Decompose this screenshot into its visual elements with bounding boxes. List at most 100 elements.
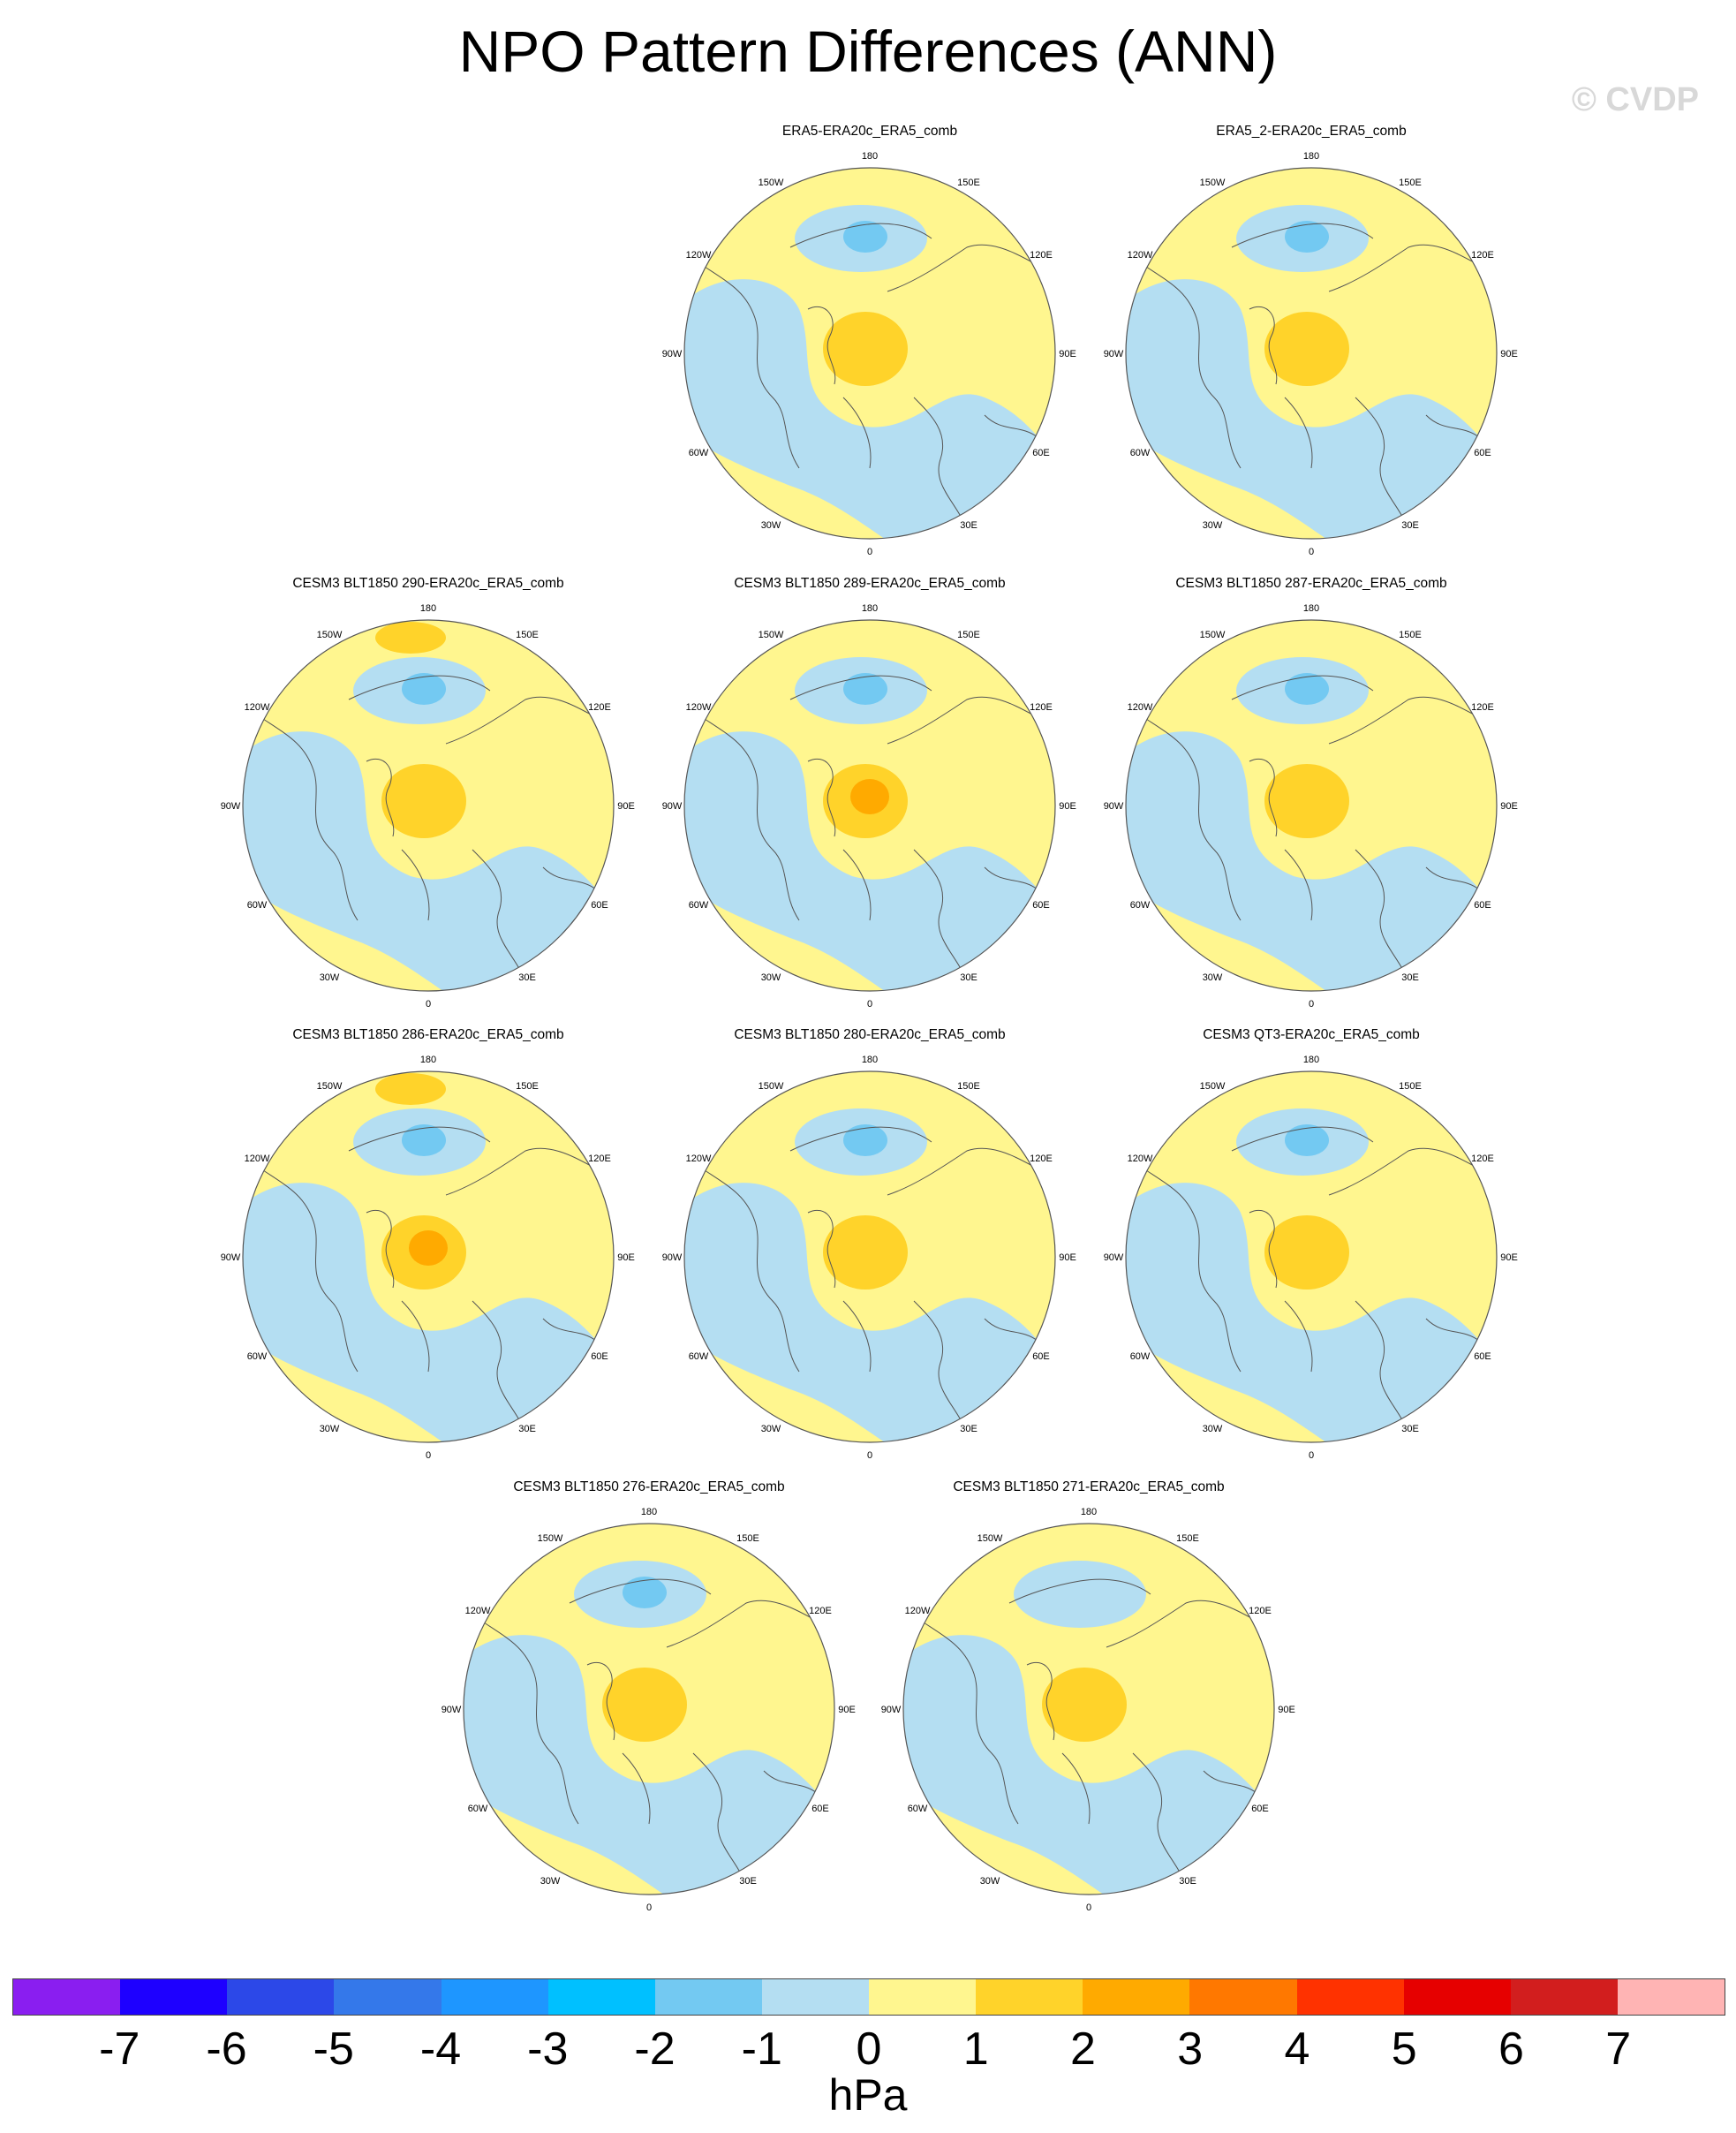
- longitude-label: 60W: [247, 900, 268, 911]
- arctic-high-region: [1264, 312, 1349, 386]
- longitude-label: 0: [867, 547, 872, 557]
- polar-map: 180 150E 120E 90E 60E 30E 0 30W 60W 90W 120W 150W: [662, 1055, 1076, 1461]
- coastline: [260, 716, 359, 921]
- map-panel: CESM3 BLT1850 280-ERA20c_ERA5_comb 180 150…: [649, 1027, 1091, 1469]
- longitude-label: 120E: [1471, 1153, 1494, 1164]
- negative-anomaly-region: [243, 731, 614, 991]
- longitude-label: 150W: [317, 630, 343, 640]
- colorbar-tick-label: 0: [856, 2023, 882, 2075]
- longitude-label: 90E: [838, 1705, 856, 1715]
- coastline: [842, 1300, 872, 1373]
- negative-anomaly-region: [243, 1183, 614, 1442]
- coastline: [701, 264, 800, 469]
- longitude-label: 180: [862, 603, 878, 614]
- longitude-label: 90W: [442, 1705, 462, 1715]
- coastline: [1249, 1209, 1278, 1289]
- map-boundary: [683, 167, 1056, 540]
- polar-map: 180 150E 120E 90E 60E 30E 0 30W 60W 90W 120W 150W: [662, 151, 1076, 557]
- polar-map: 180 150E 120E 90E 60E 30E 0 30W 60W 90W 120W 150W: [221, 1055, 635, 1461]
- coastline: [789, 223, 932, 248]
- longitude-label: 90E: [617, 1252, 635, 1263]
- arctic-high-region: [381, 764, 466, 838]
- longitude-label: 60E: [1251, 1804, 1269, 1814]
- panel-title: CESM3 BLT1850 271-ERA20c_ERA5_comb: [953, 1479, 1225, 1494]
- longitude-label: 60W: [1130, 448, 1151, 458]
- longitude-label: 150E: [516, 1081, 539, 1092]
- map-panel: ERA5_2-ERA20c_ERA5_comb 180 150E 120E 90E 60E…: [1091, 124, 1532, 565]
- pacific-low-core: [1285, 673, 1329, 705]
- longitude-label: 30W: [320, 972, 340, 983]
- longitude-label: 150W: [1200, 1081, 1226, 1092]
- coastline: [1328, 244, 1480, 292]
- coastline: [366, 1209, 395, 1289]
- longitude-label: 120E: [809, 1606, 832, 1616]
- longitude-label: 120W: [1128, 1153, 1153, 1164]
- map-panel: CESM3 BLT1850 289-ERA20c_ERA5_comb 180 150…: [649, 576, 1091, 1017]
- coastline: [887, 696, 1038, 745]
- map-panel: CESM3 BLT1850 276-ERA20c_ERA5_comb 180 150…: [428, 1479, 870, 1921]
- longitude-label: 90E: [617, 801, 635, 812]
- longitude-label: 90W: [1104, 1252, 1124, 1263]
- longitude-label: 60E: [811, 1804, 829, 1814]
- coastline: [701, 1168, 800, 1373]
- polar-map: 180 150E 120E 90E 60E 30E 0 30W 60W 90W 120W 150W: [881, 1507, 1295, 1913]
- colorbar-swatch: [654, 1979, 762, 2015]
- longitude-label: 120E: [588, 1153, 611, 1164]
- arctic-high-core: [850, 779, 889, 814]
- longitude-label: 60W: [689, 900, 709, 911]
- longitude-label: 150W: [317, 1081, 343, 1092]
- longitude-label: 150W: [977, 1533, 1003, 1544]
- longitude-label: 120W: [686, 702, 712, 713]
- longitude-label: 30E: [1401, 972, 1419, 983]
- arctic-high-region: [1264, 764, 1349, 838]
- longitude-label: 60E: [1474, 900, 1491, 911]
- longitude-label: 150W: [538, 1533, 563, 1544]
- coastline: [569, 1578, 712, 1604]
- map-boundary: [683, 1070, 1056, 1443]
- longitude-label: 90E: [1500, 1252, 1518, 1263]
- polar-map: 180 150E 120E 90E 60E 30E 0 30W 60W 90W 120W 150W: [662, 603, 1076, 1010]
- longitude-label: 0: [646, 1902, 652, 1913]
- longitude-label: 60E: [591, 900, 608, 911]
- longitude-label: 60E: [1032, 1351, 1050, 1362]
- longitude-label: 120E: [1030, 1153, 1053, 1164]
- coastline: [1132, 1752, 1187, 1887]
- pacific-low-core: [843, 1124, 887, 1156]
- longitude-label: 120W: [1128, 250, 1153, 261]
- longitude-label: 0: [1309, 999, 1314, 1010]
- arctic-high-region: [823, 1215, 908, 1290]
- longitude-label: 90W: [221, 801, 241, 812]
- longitude-label: 60E: [1032, 900, 1050, 911]
- longitude-label: 30W: [761, 520, 781, 531]
- coastline: [807, 306, 836, 385]
- polar-map: 180 150E 120E 90E 60E 30E 0 30W 60W 90W 120W 150W: [1104, 151, 1518, 557]
- colorbar-tick-label: -5: [313, 2023, 354, 2075]
- coastline: [1061, 1752, 1091, 1825]
- colorbar-tick-label: 1: [962, 2023, 989, 2075]
- coastline: [1143, 716, 1242, 921]
- coastline: [913, 849, 968, 983]
- coastline: [913, 1300, 968, 1434]
- coastline: [1106, 1600, 1257, 1648]
- coastline: [622, 1752, 651, 1825]
- colorbar-swatch: [227, 1979, 335, 2015]
- longitude-label: 30W: [1203, 972, 1223, 983]
- panel-title: ERA5_2-ERA20c_ERA5_comb: [1216, 124, 1407, 139]
- coastline: [1143, 264, 1242, 469]
- colorbar-tick-label: 2: [1070, 2023, 1096, 2075]
- longitude-label: 120W: [245, 702, 270, 713]
- coastline: [480, 1620, 579, 1825]
- longitude-label: 90W: [662, 801, 683, 812]
- longitude-label: 180: [1303, 603, 1319, 614]
- negative-anomaly-region: [684, 279, 1055, 539]
- polar-map: 180 150E 120E 90E 60E 30E 0 30W 60W 90W 120W 150W: [221, 603, 635, 1010]
- polar-map: 180 150E 120E 90E 60E 30E 0 30W 60W 90W 120W 150W: [1104, 603, 1518, 1010]
- longitude-label: 60W: [689, 448, 709, 458]
- longitude-label: 120W: [905, 1606, 931, 1616]
- map-boundary: [683, 619, 1056, 992]
- coastline: [1249, 306, 1278, 385]
- longitude-label: 120W: [686, 1153, 712, 1164]
- longitude-label: 180: [641, 1507, 657, 1517]
- longitude-label: 150E: [736, 1533, 759, 1544]
- coastline: [1328, 1147, 1480, 1196]
